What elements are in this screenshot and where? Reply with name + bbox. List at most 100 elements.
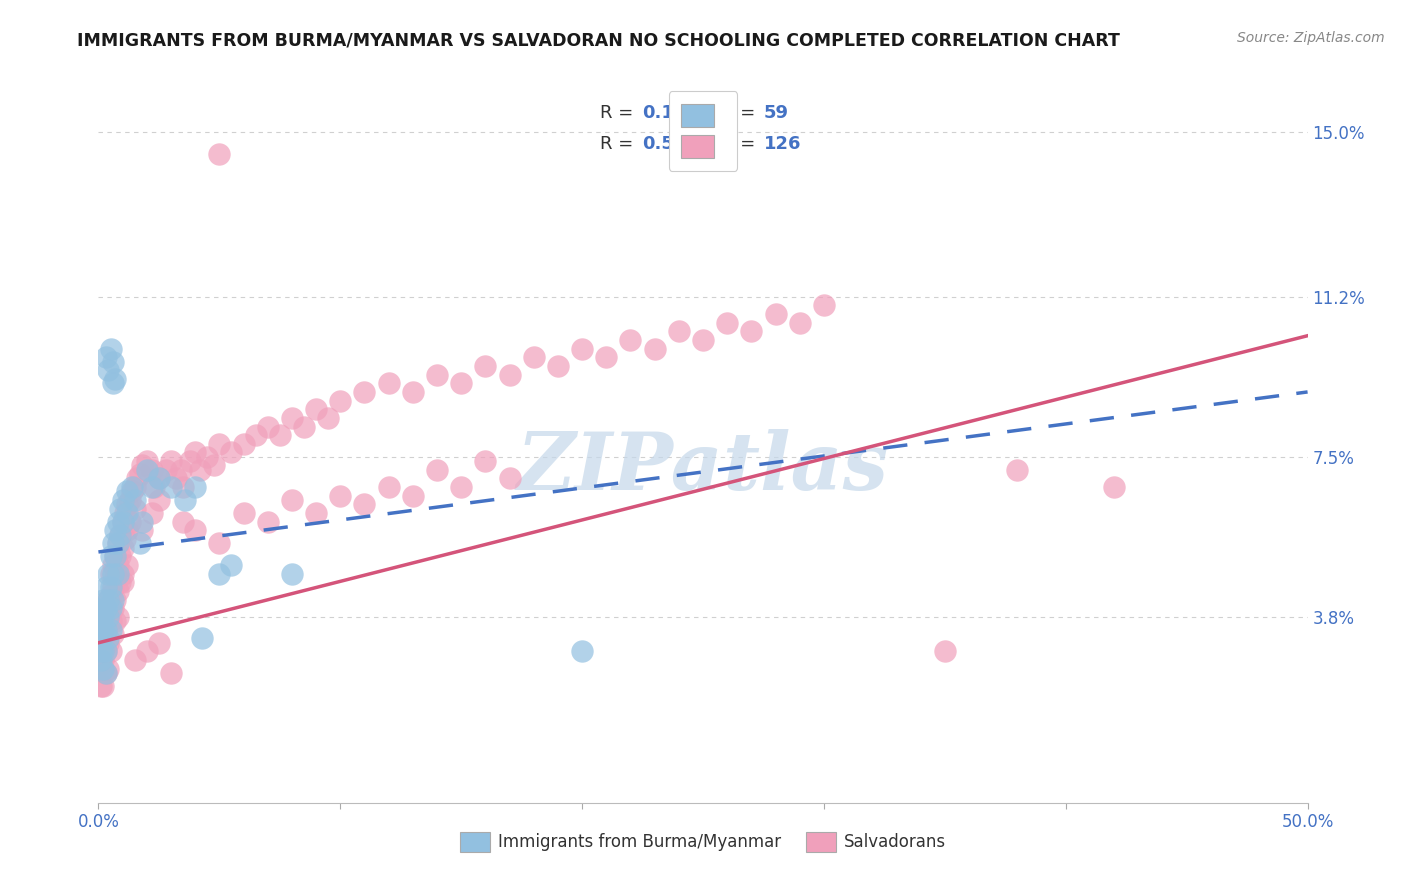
Point: [104, 549, 127, 564]
Point: [188, 463, 211, 477]
Point: [256, 515, 278, 529]
Point: [100, 588, 122, 602]
Point: [91, 644, 114, 658]
Point: [191, 632, 214, 646]
Text: 0.583: 0.583: [643, 136, 700, 153]
Point: [141, 506, 163, 520]
Point: [94, 601, 117, 615]
Point: [104, 372, 127, 386]
Point: [765, 307, 787, 321]
Point: [619, 333, 641, 347]
Point: [90, 644, 112, 658]
Point: [90, 610, 112, 624]
Point: [90, 632, 112, 646]
Point: [94, 644, 117, 658]
Point: [90, 679, 112, 693]
Point: [100, 342, 122, 356]
Point: [107, 558, 129, 572]
Point: [221, 445, 243, 459]
Point: [172, 515, 194, 529]
Text: 59: 59: [763, 103, 789, 121]
Point: [111, 541, 134, 555]
Point: [281, 566, 304, 581]
Point: [97, 662, 120, 676]
Point: [692, 333, 714, 347]
Point: [114, 506, 136, 520]
Point: [117, 506, 139, 520]
Point: [813, 298, 835, 312]
Point: [644, 342, 666, 356]
Point: [204, 458, 226, 473]
Point: [97, 592, 120, 607]
Point: [668, 325, 690, 339]
Point: [377, 376, 399, 391]
Point: [305, 402, 328, 417]
Point: [124, 653, 146, 667]
Point: [107, 536, 129, 550]
Point: [97, 636, 120, 650]
Legend: Immigrants from Burma/Myanmar, Salvadorans: Immigrants from Burma/Myanmar, Salvadora…: [453, 825, 953, 859]
Point: [111, 493, 134, 508]
Point: [100, 623, 122, 637]
Point: [97, 610, 120, 624]
Point: [184, 445, 207, 459]
Point: [141, 480, 163, 494]
Point: [94, 601, 117, 615]
Point: [94, 351, 117, 365]
Point: [208, 536, 231, 550]
Point: [426, 463, 449, 477]
Point: [174, 493, 197, 508]
Point: [474, 359, 496, 373]
Point: [107, 583, 129, 598]
Point: [256, 419, 278, 434]
Point: [117, 558, 139, 572]
Point: [124, 501, 146, 516]
Point: [101, 601, 124, 615]
Point: [107, 566, 129, 581]
Point: [91, 627, 114, 641]
Point: [450, 376, 472, 391]
Point: [94, 623, 117, 637]
Point: [101, 627, 124, 641]
Point: [121, 480, 143, 494]
Point: [104, 614, 127, 628]
Point: [90, 632, 112, 646]
Point: [91, 610, 114, 624]
Point: [100, 549, 122, 564]
Point: [450, 480, 472, 494]
Point: [101, 354, 124, 368]
Point: [118, 515, 141, 529]
Point: [91, 610, 114, 624]
Point: [172, 480, 194, 494]
Point: [108, 527, 131, 541]
Point: [143, 480, 166, 494]
Point: [716, 316, 738, 330]
Point: [131, 524, 153, 538]
Point: [94, 666, 117, 681]
Point: [305, 506, 328, 520]
Point: [91, 623, 114, 637]
Point: [111, 515, 134, 529]
Point: [160, 666, 183, 681]
Point: [97, 566, 120, 581]
Point: [281, 410, 304, 425]
Point: [107, 536, 129, 550]
Point: [128, 536, 150, 550]
Point: [124, 480, 146, 494]
Point: [165, 471, 187, 485]
Point: [135, 454, 157, 468]
Point: [108, 575, 131, 590]
Point: [135, 463, 157, 477]
Point: [329, 393, 352, 408]
Point: [111, 515, 134, 529]
Point: [426, 368, 449, 382]
Point: [155, 463, 177, 477]
Point: [281, 493, 304, 508]
Point: [117, 497, 139, 511]
Point: [117, 484, 139, 499]
Point: [195, 450, 218, 464]
Point: [114, 532, 136, 546]
Point: [571, 342, 593, 356]
Point: [232, 506, 254, 520]
Point: [101, 580, 124, 594]
